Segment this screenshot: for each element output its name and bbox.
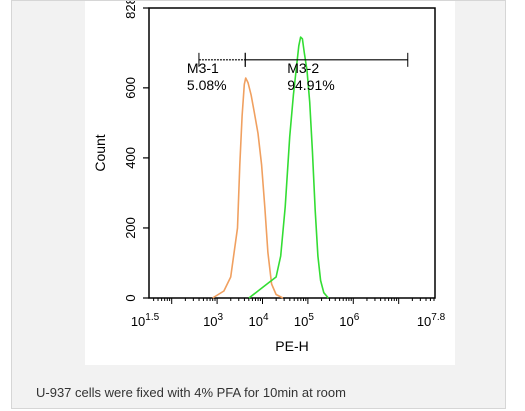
histogram-series xyxy=(212,36,329,299)
x-axis: 101.5 103 104 105 106 107.8 xyxy=(131,298,446,329)
figure-card: 0 200 400 600 828 101.5 103 104 105 106 107.8 M3-… xyxy=(11,0,506,409)
x-tick-label: 105 xyxy=(294,312,314,329)
y-tick-label: 600 xyxy=(123,77,138,99)
plot-frame xyxy=(148,7,436,299)
histogram-curve-green xyxy=(248,36,329,299)
figure-caption: U-937 cells were fixed with 4% PFA for 1… xyxy=(36,385,346,400)
y-tick-label: 828 xyxy=(123,1,138,19)
gate-markers: M3-15.08% M3-294.91% xyxy=(187,52,409,93)
x-tick-label: 106 xyxy=(339,312,359,329)
gate-label: M3-1 xyxy=(187,60,219,76)
x-tick-label: 104 xyxy=(248,312,268,329)
y-tick-label: 200 xyxy=(123,217,138,239)
gate-percent: 94.91% xyxy=(287,77,334,93)
y-axis-label: Count xyxy=(92,134,108,171)
x-axis-label: PE-H xyxy=(275,338,308,354)
histogram-curve-orange xyxy=(212,77,284,299)
flow-cytometry-histogram: 0 200 400 600 828 101.5 103 104 105 106 107.8 M3-… xyxy=(85,0,455,365)
histogram-chart: 0 200 400 600 828 101.5 103 104 105 106 107.8 M3-… xyxy=(92,0,446,354)
y-tick-label: 400 xyxy=(123,147,138,169)
x-tick-label: 101.5 xyxy=(131,312,160,329)
y-axis: 0 200 400 600 828 xyxy=(123,0,149,302)
x-tick-label: 107.8 xyxy=(417,312,446,329)
gate-label: M3-2 xyxy=(287,60,319,76)
y-tick-label: 0 xyxy=(123,294,138,301)
gate-percent: 5.08% xyxy=(187,77,227,93)
x-tick-label: 103 xyxy=(203,312,223,329)
